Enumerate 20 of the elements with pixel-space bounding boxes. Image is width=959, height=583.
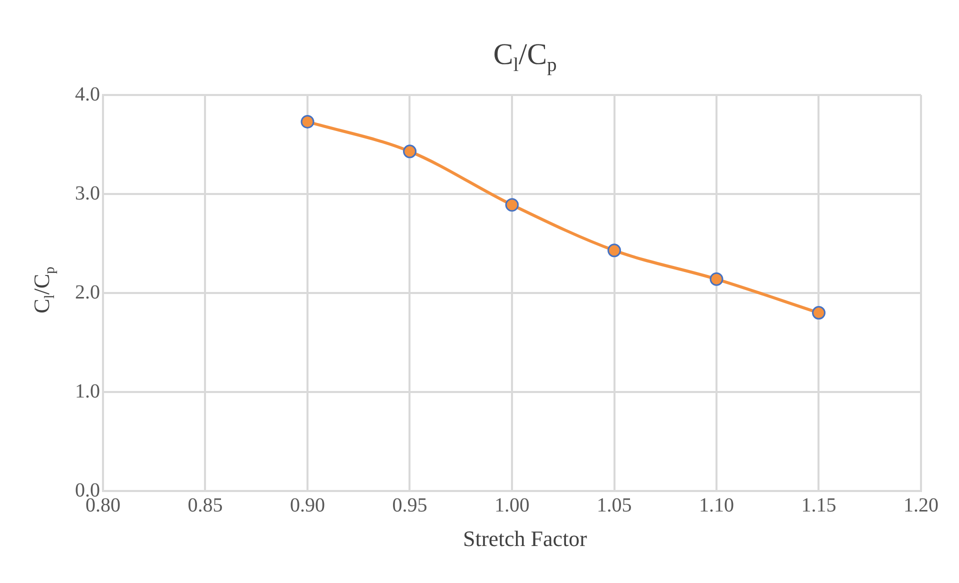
point [505, 198, 519, 212]
x-tick-label: 0.95 [392, 494, 428, 516]
point [710, 272, 724, 286]
x-tick-label: 1.00 [494, 494, 530, 516]
point [300, 114, 314, 128]
point [812, 306, 826, 320]
x-tick-label: 0.85 [188, 494, 223, 516]
x-tick-label: 0.90 [290, 494, 325, 516]
y-tick-label: 2.0 [75, 281, 100, 304]
x-tick-label: 1.20 [904, 494, 938, 516]
y-tick-label: 1.0 [75, 380, 100, 402]
x-tick-label: 1.05 [596, 494, 632, 516]
point [608, 244, 621, 258]
chart-title: C$_{l}$/C$_{p}$ [492, 38, 558, 77]
point [403, 144, 416, 158]
x-axis-title: Stretch Factor [462, 526, 588, 552]
x-tick-label: 1.10 [699, 494, 734, 516]
y-tick-label: 3.0 [75, 182, 100, 204]
x-tick-label: 1.15 [801, 494, 836, 516]
y-tick-label: 4.0 [75, 83, 100, 106]
